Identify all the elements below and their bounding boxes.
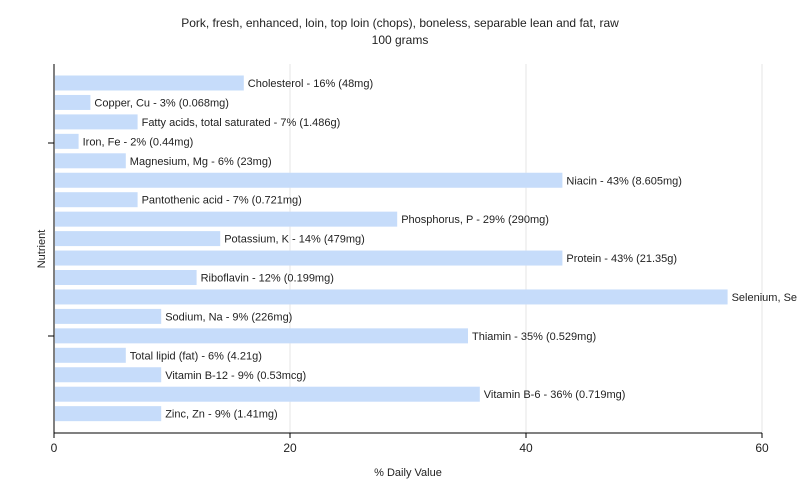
- bar-11: [55, 289, 728, 305]
- bar-16: [55, 386, 480, 402]
- x-tick-label-3: 60: [755, 441, 769, 455]
- bar-17: [55, 406, 162, 422]
- x-axis-title: % Daily Value: [374, 467, 442, 479]
- y-axis-title: Nutrient: [36, 230, 48, 269]
- bar-label-9: Protein - 43% (21.35g): [566, 253, 677, 265]
- bar-label-4: Magnesium, Mg - 6% (23mg): [130, 156, 272, 168]
- bar-9: [55, 250, 563, 266]
- bar-series: Cholesterol - 16% (48mg) Copper, Cu - 3% …: [55, 75, 800, 422]
- bar-label-8: Potassium, K - 14% (479mg): [224, 234, 365, 246]
- bar-label-16: Vitamin B-6 - 36% (0.719mg): [484, 389, 626, 401]
- bar-7: [55, 211, 398, 227]
- bar-14: [55, 347, 126, 363]
- chart-subtitle: 100 grams: [372, 33, 429, 47]
- bar-13: [55, 328, 468, 344]
- bar-label-1: Copper, Cu - 3% (0.068mg): [94, 97, 229, 109]
- bar-label-11: Selenium, Se - 57% (39.6mcg): [732, 292, 800, 304]
- bar-15: [55, 367, 162, 383]
- bar-6: [55, 192, 138, 208]
- chart-title: Pork, fresh, enhanced, loin, top loin (c…: [181, 16, 619, 30]
- bar-label-13: Thiamin - 35% (0.529mg): [472, 331, 596, 343]
- bar-label-2: Fatty acids, total saturated - 7% (1.486…: [142, 117, 341, 129]
- bar-8: [55, 231, 221, 247]
- bar-label-14: Total lipid (fat) - 6% (4.21g): [130, 350, 262, 362]
- bar-label-12: Sodium, Na - 9% (226mg): [165, 311, 292, 323]
- x-tick-label-1: 20: [283, 441, 297, 455]
- bar-label-17: Zinc, Zn - 9% (1.41mg): [165, 409, 277, 421]
- bar-label-15: Vitamin B-12 - 9% (0.53mcg): [165, 370, 306, 382]
- bar-label-3: Iron, Fe - 2% (0.44mg): [83, 136, 194, 148]
- bar-label-10: Riboflavin - 12% (0.199mg): [201, 273, 334, 285]
- bar-12: [55, 308, 162, 324]
- bar-4: [55, 153, 126, 169]
- bar-label-0: Cholesterol - 16% (48mg): [248, 78, 373, 90]
- bar-label-6: Pantothenic acid - 7% (0.721mg): [142, 195, 302, 207]
- bar-label-7: Phosphorus, P - 29% (290mg): [401, 214, 549, 226]
- gridlines: [289, 64, 763, 433]
- bar-1: [55, 94, 91, 110]
- bar-label-5: Niacin - 43% (8.605mg): [566, 175, 682, 187]
- bar-3: [55, 133, 79, 149]
- bar-2: [55, 114, 138, 130]
- x-tick-label-2: 40: [519, 441, 533, 455]
- bar-5: [55, 172, 563, 188]
- axes: 0 20 40 60: [48, 64, 769, 455]
- bar-0: [55, 75, 244, 91]
- x-tick-label-0: 0: [51, 441, 58, 455]
- bar-10: [55, 270, 197, 285]
